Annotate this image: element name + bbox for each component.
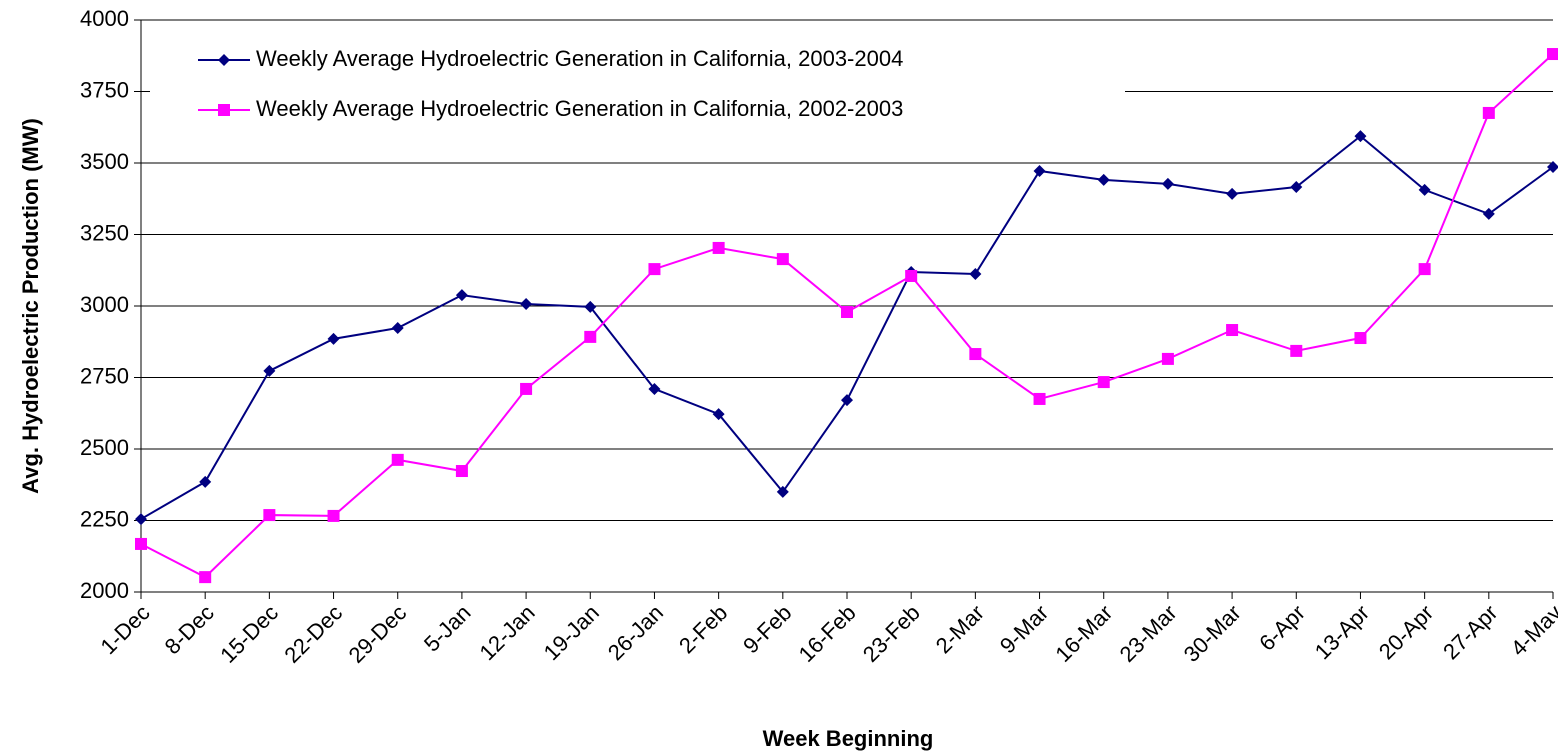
x-tick-label: 6-Apr	[1254, 600, 1310, 656]
data-point	[1033, 165, 1046, 178]
data-point	[648, 263, 661, 276]
data-point	[1226, 324, 1239, 337]
data-point	[1290, 181, 1303, 194]
x-tick-label: 23-Mar	[1115, 600, 1182, 667]
data-point	[263, 509, 276, 522]
x-tick-label: 13-Apr	[1310, 600, 1374, 664]
data-point	[327, 332, 340, 345]
data-point	[584, 330, 597, 343]
data-point	[712, 408, 725, 421]
data-point	[1418, 183, 1431, 196]
data-point	[455, 465, 468, 478]
data-point	[135, 537, 147, 550]
data-point	[1033, 392, 1046, 405]
data-point	[327, 509, 340, 522]
data-point	[969, 267, 982, 280]
y-axis-title: Avg. Hydroelectric Production (MW)	[18, 118, 43, 494]
x-tick-label: 8-Dec	[160, 600, 219, 659]
data-point	[1226, 187, 1239, 200]
data-point	[1482, 207, 1495, 220]
x-tick-label: 26-Jan	[603, 600, 668, 665]
data-point	[969, 348, 982, 361]
x-tick-label: 9-Mar	[995, 600, 1053, 658]
data-point	[1354, 130, 1367, 143]
x-axis-title: Week Beginning	[763, 726, 934, 751]
data-point	[712, 241, 725, 254]
data-point	[584, 300, 597, 313]
y-tick-label: 4000	[80, 6, 129, 31]
y-tick-label: 2500	[80, 435, 129, 460]
data-point	[1097, 376, 1110, 389]
x-tick-label: 16-Feb	[794, 600, 861, 667]
data-point	[905, 269, 918, 282]
data-point	[1547, 161, 1558, 174]
data-point	[263, 364, 276, 377]
y-tick-label: 3750	[80, 77, 129, 102]
data-point	[1290, 344, 1303, 357]
y-tick-label: 3500	[80, 149, 129, 174]
data-point	[776, 253, 789, 266]
y-tick-label: 2250	[80, 506, 129, 531]
legend-box	[150, 22, 1125, 132]
data-point	[520, 297, 533, 310]
x-tick-label: 16-Mar	[1050, 600, 1117, 667]
y-tick-label: 2000	[80, 578, 129, 603]
data-point	[199, 571, 212, 584]
series-line	[140, 134, 1554, 520]
data-point	[648, 382, 661, 395]
x-tick-label: 15-Dec	[215, 600, 283, 668]
x-tick-label: 20-Apr	[1374, 600, 1438, 664]
data-point	[455, 289, 468, 302]
y-tick-label: 3000	[80, 292, 129, 317]
data-point	[135, 513, 147, 526]
data-point	[1547, 48, 1558, 61]
legend-marker	[218, 54, 230, 66]
legend-marker	[218, 104, 230, 116]
y-tick-label: 2750	[80, 363, 129, 388]
data-point	[1161, 352, 1174, 365]
x-tick-label: 4-May	[1506, 600, 1558, 661]
x-tick-label: 2-Mar	[931, 600, 989, 658]
x-tick-label: 9-Feb	[738, 600, 796, 658]
x-tick-label: 19-Jan	[539, 600, 604, 665]
legend-label: Weekly Average Hydroelectric Generation …	[256, 46, 903, 71]
data-point	[1354, 332, 1367, 345]
data-point	[520, 382, 533, 395]
data-point	[391, 453, 404, 466]
data-point	[1482, 106, 1495, 119]
x-tick-label: 1-Dec	[95, 600, 154, 659]
data-point	[841, 394, 853, 407]
legend-label: Weekly Average Hydroelectric Generation …	[256, 96, 903, 121]
data-point	[199, 475, 212, 488]
y-tick-label: 3250	[80, 220, 129, 245]
x-tick-label: 27-Apr	[1438, 600, 1502, 664]
x-tick-label: 2-Feb	[674, 600, 732, 658]
data-point	[841, 306, 853, 319]
x-tick-label: 5-Jan	[419, 600, 476, 657]
x-tick-label: 22-Dec	[279, 600, 347, 668]
x-tick-label: 12-Jan	[474, 600, 539, 665]
data-point	[1418, 263, 1431, 276]
x-tick-label: 29-Dec	[344, 600, 412, 668]
x-tick-label: 30-Mar	[1179, 600, 1246, 667]
data-point	[391, 322, 404, 335]
data-point	[1161, 177, 1174, 190]
data-point	[776, 485, 789, 498]
data-point	[1097, 173, 1110, 186]
x-tick-label: 23-Feb	[858, 600, 925, 667]
